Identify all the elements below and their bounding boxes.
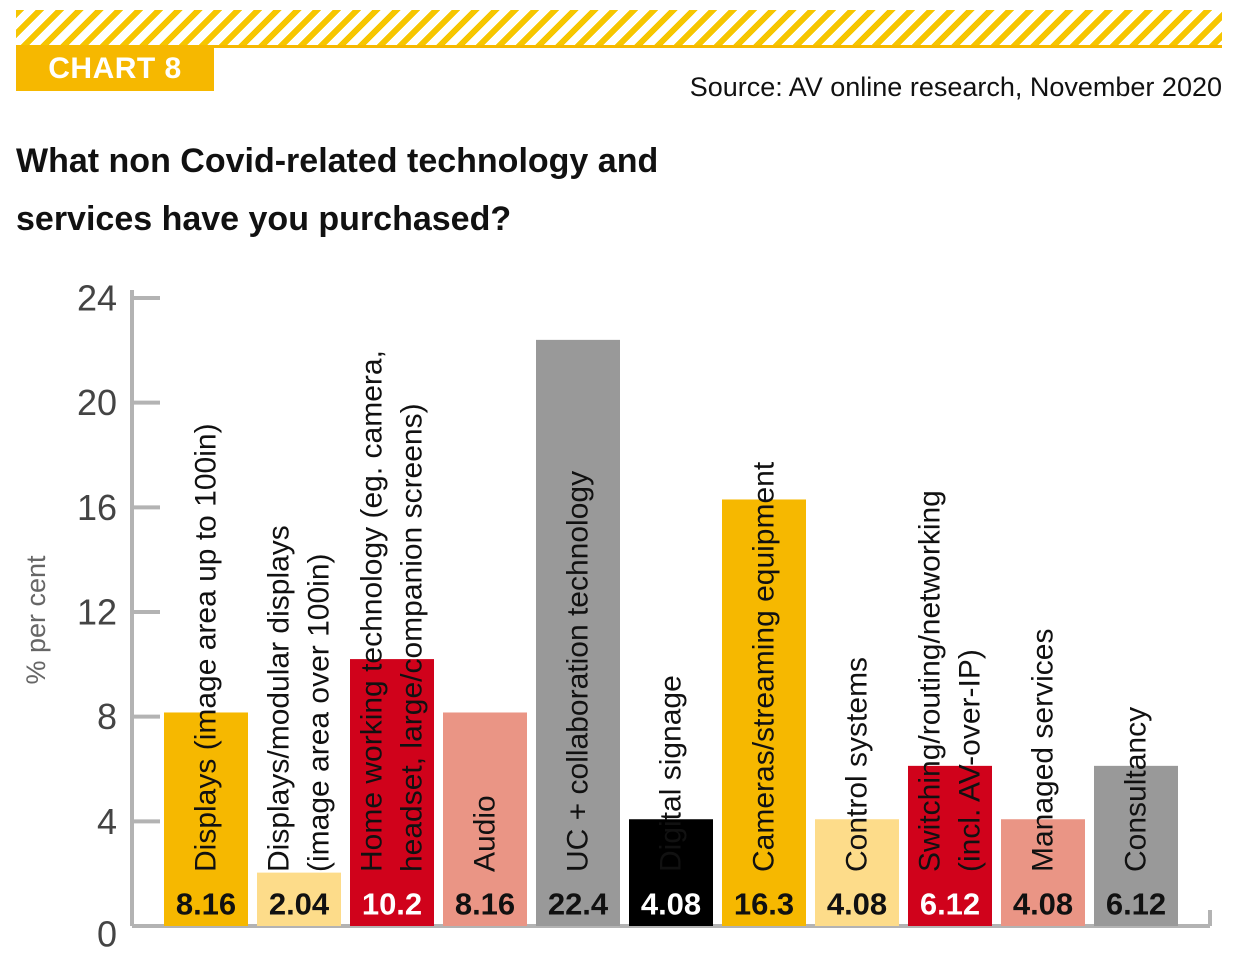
bar [536, 339, 620, 926]
category-label: Displays (image area up to 100in) [190, 423, 223, 872]
category-label: Consultancy [1120, 707, 1153, 872]
category-label: headset, large/companion screens) [396, 403, 429, 872]
bar [1001, 819, 1085, 926]
bar [908, 765, 992, 926]
category-label: Switching/routing/networking [914, 490, 947, 872]
bar [722, 499, 806, 926]
y-tick-label: 12 [77, 592, 117, 633]
value-label: 6.12 [920, 887, 980, 922]
chart-title-line-1: What non Covid-related technology and [16, 142, 659, 180]
value-label: 6.12 [1106, 887, 1166, 922]
category-label: Digital signage [655, 675, 688, 872]
category-label: Audio [469, 795, 502, 872]
value-label: 4.08 [1013, 887, 1073, 922]
category-label: (image area over 100in) [303, 553, 336, 872]
category-label: UC + collaboration technology [562, 471, 595, 872]
chart-title: What non Covid-related technology and se… [16, 132, 916, 248]
bar [257, 872, 341, 926]
value-label: 8.16 [176, 887, 236, 922]
y-tick-label: 20 [77, 382, 117, 423]
bar [443, 712, 527, 926]
bar [350, 659, 434, 926]
value-label: 16.3 [734, 887, 794, 922]
header-hatch-band [16, 10, 1222, 46]
y-tick-label: 8 [97, 696, 117, 737]
value-label: 4.08 [641, 887, 701, 922]
y-tick-label: 16 [77, 487, 117, 528]
value-label: 4.08 [827, 887, 887, 922]
value-label: 22.4 [548, 887, 609, 922]
y-tick-label: 24 [77, 278, 117, 319]
y-tick-label: 0 [97, 914, 117, 955]
bar [629, 819, 713, 926]
header-rule [16, 45, 1222, 48]
y-tick-label: 4 [97, 801, 117, 842]
category-label: (incl. AV-over-IP) [954, 649, 987, 872]
chart-title-line-2: services have you purchased? [16, 200, 512, 238]
source-note: Source: AV online research, November 202… [689, 72, 1222, 102]
y-axis-label: % per cent [21, 555, 51, 685]
value-label: 10.2 [362, 887, 422, 922]
bar [164, 712, 248, 926]
value-label: 2.04 [269, 887, 330, 922]
chart-number-badge: CHART 8 [16, 47, 214, 91]
category-label: Home working technology (eg. camera, [356, 350, 389, 872]
category-label: Managed services [1027, 629, 1060, 872]
category-label: Displays/modular displays [263, 525, 296, 872]
category-label: Cameras/streaming equipment [748, 461, 781, 872]
bar [1094, 765, 1178, 926]
value-label: 8.16 [455, 887, 515, 922]
category-label: Control systems [841, 657, 874, 872]
bar [815, 819, 899, 926]
